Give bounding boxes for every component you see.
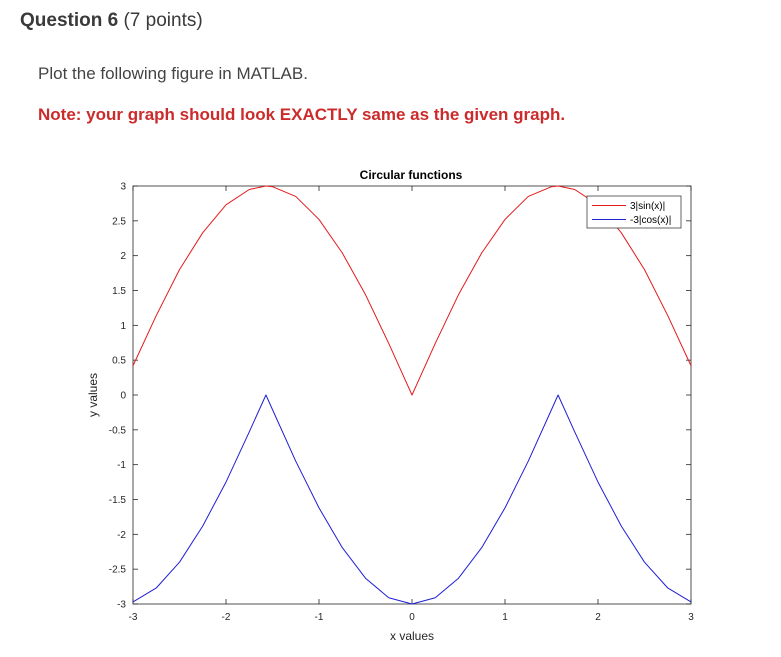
y-tick-label: -2 [117, 530, 126, 541]
x-tick-label: 2 [595, 612, 601, 623]
legend-box [586, 195, 682, 229]
x-tick-label: -2 [222, 612, 231, 623]
x-tick-label: -3 [129, 612, 138, 623]
x-tick-label: 0 [409, 612, 415, 623]
y-tick-label: -3 [117, 600, 126, 611]
question-points: (7 points) [123, 10, 203, 31]
instruction-text: Plot the following figure in MATLAB. [38, 64, 308, 83]
note-text: Note: your graph should look EXACTLY sam… [38, 105, 566, 124]
legend: 3|sin(x)| -3|cos(x)| [586, 195, 682, 229]
y-tick-label: -1 [117, 460, 126, 471]
question-header: Question 6 (7 points) [20, 10, 203, 32]
y-tick-label: -2.5 [109, 565, 127, 576]
series-line-cos [132, 394, 692, 605]
x-tick-label: 1 [502, 612, 508, 623]
y-tick-label: -1.5 [109, 495, 127, 506]
legend-label-cos: -3|cos(x)| [630, 215, 671, 226]
y-axis-label: y values [86, 373, 100, 417]
x-tick-label: 3 [688, 612, 694, 623]
tick-labels: -3 -2 -1 0 1 2 3 3 2.5 2 1.5 1 0.5 0 -0.5 -1 -1.5 -2 -2.5 -… [109, 182, 694, 624]
legend-label-sin: 3|sin(x)| [630, 201, 665, 212]
y-tick-label: 2.5 [112, 216, 126, 227]
y-tick-label: -0.5 [109, 425, 127, 436]
y-tick-label: 1.5 [112, 286, 126, 297]
y-tick-label: 3 [120, 182, 126, 193]
y-tick-label: 0 [120, 391, 126, 402]
y-tick-label: 1 [120, 321, 126, 332]
question-title: Question 6 [20, 10, 119, 31]
chart-title: Circular functions [360, 168, 463, 182]
axis-ticks [132, 185, 692, 605]
x-tick-label: -1 [315, 612, 324, 623]
x-axis-label: x values [390, 629, 434, 643]
y-tick-label: 2 [120, 251, 126, 262]
y-tick-label: 0.5 [112, 356, 126, 367]
